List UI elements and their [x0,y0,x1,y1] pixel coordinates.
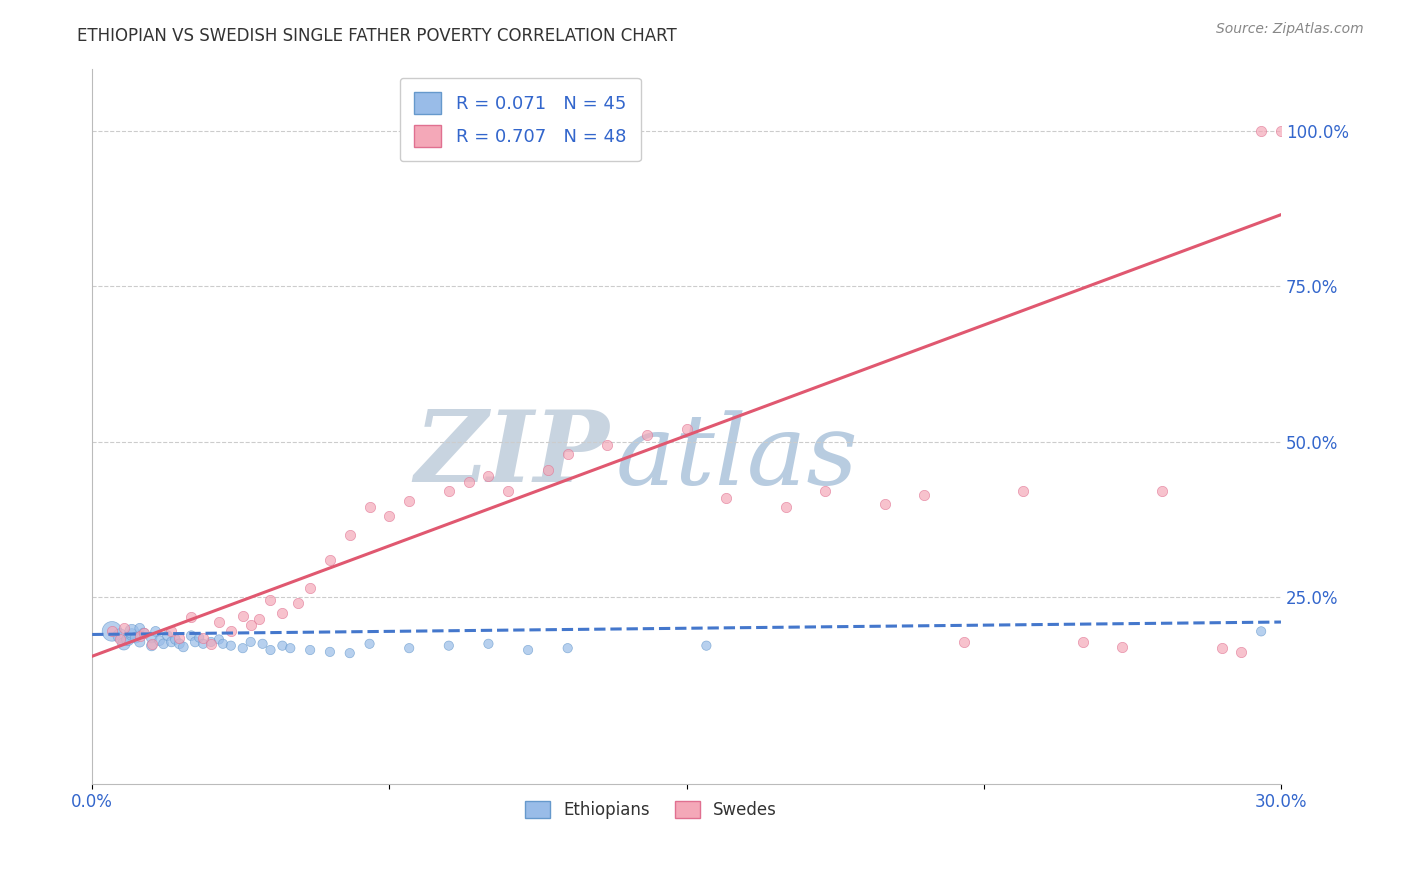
Point [125,631,148,645]
Point [188,631,211,645]
Point [169,637,191,651]
Point [359,500,381,514]
Point [232,608,254,623]
Point [378,509,401,524]
Point [232,641,254,656]
Point [108,632,131,647]
Point [775,500,797,514]
Point [219,639,242,653]
Point [101,624,124,639]
Point [212,637,235,651]
Point [128,621,150,635]
Text: ETHIOPIAN VS SWEDISH SINGLE FATHER POVERTY CORRELATION CHART: ETHIOPIAN VS SWEDISH SINGLE FATHER POVER… [77,27,678,45]
Point [695,639,717,653]
Point [259,643,281,657]
Point [239,618,262,632]
Point [271,639,294,653]
Point [121,624,143,639]
Point [141,631,163,645]
Text: Source: ZipAtlas.com: Source: ZipAtlas.com [1216,22,1364,37]
Point [180,629,202,643]
Point [873,497,896,511]
Point [953,635,976,649]
Point [141,639,163,653]
Point [172,640,194,654]
Text: atlas: atlas [616,410,858,506]
Point [152,637,174,651]
Point [1250,624,1272,639]
Point [714,491,737,505]
Point [128,629,150,643]
Point [1012,484,1035,499]
Point [101,624,124,639]
Point [814,484,837,499]
Point [121,627,143,641]
Point [191,631,214,645]
Point [271,606,294,620]
Point [339,528,361,542]
Point [537,463,560,477]
Point [319,645,342,659]
Point [1152,484,1174,499]
Point [108,629,131,643]
Point [247,612,270,626]
Point [596,438,619,452]
Point [219,624,242,639]
Point [200,635,222,649]
Point [287,596,309,610]
Text: ZIP: ZIP [415,407,609,503]
Point [132,626,155,640]
Point [299,581,322,595]
Point [1071,635,1094,649]
Point [398,641,420,656]
Point [359,637,381,651]
Point [160,624,183,639]
Point [156,629,179,643]
Point [675,422,697,436]
Point [496,484,519,499]
Point [128,635,150,649]
Point [117,632,139,647]
Point [112,637,135,651]
Point [1111,640,1133,654]
Point [252,637,274,651]
Point [1270,124,1292,138]
Point [145,624,167,639]
Point [132,626,155,640]
Point [141,637,163,651]
Point [398,493,420,508]
Point [200,637,222,651]
Point [557,641,579,656]
Point [319,553,342,567]
Point [160,635,183,649]
Point [557,447,579,461]
Point [184,635,207,649]
Point [1250,124,1272,138]
Point [912,487,935,501]
Point [1230,645,1253,659]
Point [1211,641,1233,656]
Point [169,631,191,645]
Point [278,641,301,656]
Point [112,621,135,635]
Point [477,637,499,651]
Point [165,632,187,647]
Point [457,475,479,489]
Point [148,633,170,648]
Point [208,615,231,629]
Point [208,632,231,647]
Point [477,468,499,483]
Point [636,428,658,442]
Legend: Ethiopians, Swedes: Ethiopians, Swedes [519,794,783,825]
Point [180,610,202,624]
Point [191,637,214,651]
Point [299,643,322,657]
Point [239,635,262,649]
Point [517,643,540,657]
Point [437,484,460,499]
Point [437,639,460,653]
Point [339,646,361,660]
Point [259,593,281,607]
